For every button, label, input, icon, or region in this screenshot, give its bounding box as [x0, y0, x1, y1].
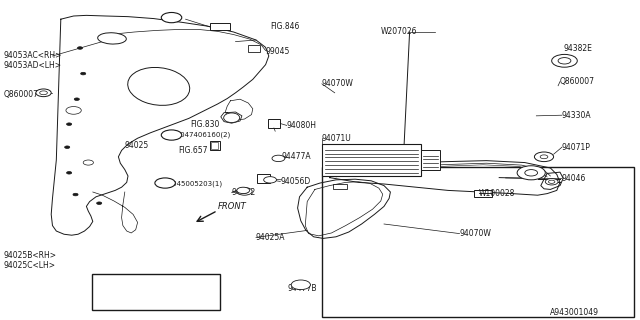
Circle shape [97, 202, 102, 204]
Circle shape [517, 166, 545, 180]
Bar [322, 167, 634, 317]
Bar [210, 141, 220, 150]
Circle shape [545, 179, 558, 185]
Circle shape [36, 89, 51, 97]
Bar [333, 184, 347, 189]
Circle shape [77, 47, 83, 49]
Text: FIG.657: FIG.657 [178, 146, 207, 155]
Circle shape [65, 146, 70, 148]
Bar [421, 150, 440, 170]
Text: 94025C<LH>: 94025C<LH> [3, 261, 55, 270]
Circle shape [264, 177, 276, 183]
Circle shape [291, 280, 310, 290]
Text: W220007(0702->): W220007(0702->) [120, 298, 188, 304]
Text: W100028: W100028 [479, 189, 515, 198]
Circle shape [66, 107, 81, 114]
Text: S: S [163, 180, 167, 186]
Text: 94477B: 94477B [288, 284, 317, 293]
Text: FIG.846: FIG.846 [271, 22, 300, 31]
Circle shape [67, 172, 72, 174]
Text: 94053AC<RH>: 94053AC<RH> [3, 52, 61, 60]
Text: ©045005203(1): ©045005203(1) [165, 180, 222, 188]
Circle shape [67, 123, 72, 125]
Bar [210, 23, 230, 30]
Text: FIG.830: FIG.830 [191, 120, 220, 129]
Circle shape [83, 160, 93, 165]
Text: 94071U: 94071U [322, 134, 351, 143]
Bar [257, 174, 270, 183]
Text: S: S [170, 132, 173, 138]
Circle shape [161, 130, 182, 140]
Bar [474, 190, 492, 197]
Text: 94070W: 94070W [460, 229, 492, 238]
Circle shape [40, 91, 47, 95]
Circle shape [540, 155, 548, 159]
Circle shape [552, 54, 577, 67]
Circle shape [237, 187, 250, 194]
Circle shape [534, 152, 554, 162]
Bar [268, 119, 280, 128]
Bar [322, 144, 421, 176]
Text: 94025B<RH>: 94025B<RH> [3, 252, 56, 260]
Bar [248, 45, 260, 52]
Text: FIG.955 (-0701): FIG.955 (-0701) [120, 279, 177, 286]
Text: 94056D: 94056D [280, 177, 310, 186]
Bar [92, 274, 220, 310]
Circle shape [161, 12, 182, 23]
Text: FRONT: FRONT [218, 202, 246, 211]
Text: 94330A: 94330A [562, 111, 591, 120]
Ellipse shape [98, 33, 126, 44]
Circle shape [525, 170, 538, 176]
Text: W207026: W207026 [381, 27, 417, 36]
Ellipse shape [128, 68, 189, 105]
Text: 94080H: 94080H [287, 121, 317, 130]
Circle shape [272, 155, 285, 162]
Circle shape [74, 98, 79, 100]
Circle shape [73, 193, 78, 196]
Text: Q860007: Q860007 [3, 90, 38, 99]
Text: 94477A: 94477A [282, 152, 311, 161]
Text: 94025A: 94025A [256, 233, 285, 242]
Circle shape [237, 188, 252, 195]
Text: 94046: 94046 [562, 174, 586, 183]
Ellipse shape [224, 113, 240, 123]
Text: ©047406160(2): ©047406160(2) [173, 132, 230, 139]
Text: 94053AD<LH>: 94053AD<LH> [3, 61, 61, 70]
Text: 1: 1 [102, 287, 107, 297]
Text: 94071P: 94071P [562, 143, 591, 152]
Circle shape [548, 180, 555, 183]
Text: 94070W: 94070W [322, 79, 354, 88]
Text: 99045: 99045 [266, 47, 290, 56]
Text: Q860007: Q860007 [560, 77, 595, 86]
Circle shape [81, 72, 86, 75]
Circle shape [155, 178, 175, 188]
Text: 94382E: 94382E [563, 44, 592, 53]
Bar [211, 142, 218, 149]
Text: 1: 1 [169, 13, 174, 22]
Text: 94072: 94072 [232, 188, 256, 197]
Circle shape [93, 286, 116, 298]
Text: 94025: 94025 [125, 141, 149, 150]
Circle shape [558, 58, 571, 64]
Circle shape [241, 189, 248, 193]
Text: A943001049: A943001049 [550, 308, 600, 317]
